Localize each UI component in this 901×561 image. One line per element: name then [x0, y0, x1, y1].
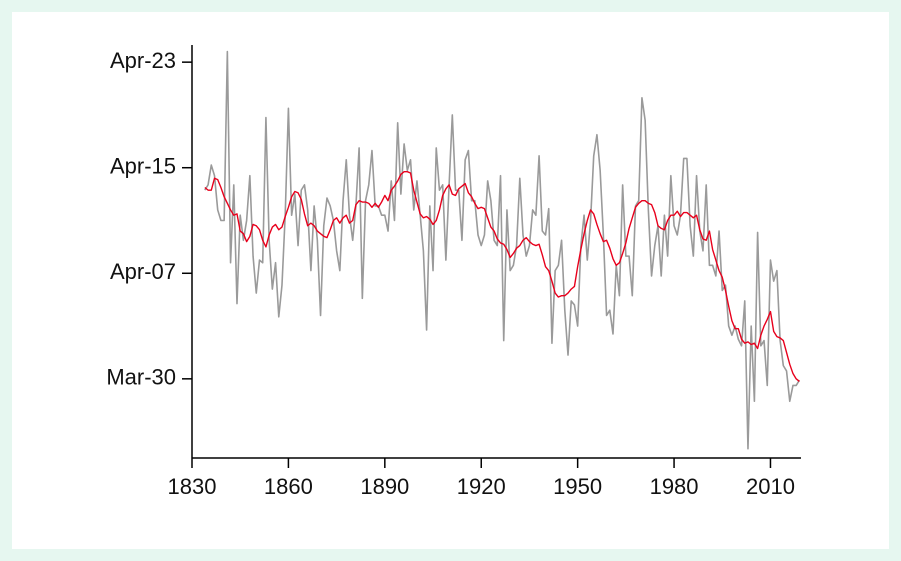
- series-line: [204, 50, 801, 450]
- x-tick-label: 1950: [553, 474, 602, 499]
- x-tick-label: 1830: [168, 474, 217, 499]
- x-tick-label: 1890: [360, 474, 409, 499]
- x-tick-label: 1860: [264, 474, 313, 499]
- y-tick-label: Apr-23: [110, 48, 176, 73]
- y-tick-label: Apr-07: [110, 259, 176, 284]
- x-tick-label: 1980: [650, 474, 699, 499]
- series-line: [204, 170, 800, 383]
- x-tick-label: 1920: [457, 474, 506, 499]
- x-tick-label: 2010: [746, 474, 795, 499]
- y-tick-label: Apr-15: [110, 154, 176, 179]
- y-tick-label: Mar-30: [106, 365, 176, 390]
- panel: [12, 12, 889, 549]
